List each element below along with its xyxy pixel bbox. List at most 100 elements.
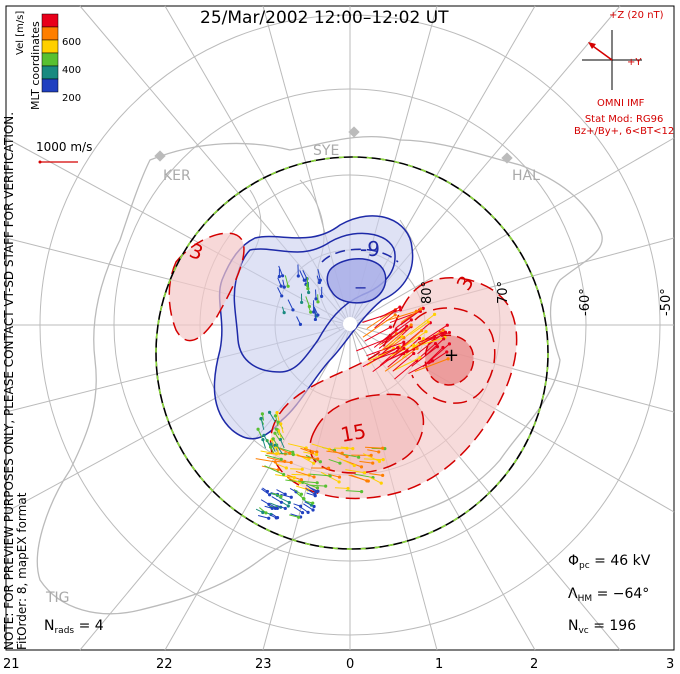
velocity-vector [372, 348, 405, 373]
side-note-line2: FitOrder: 8, mapEX format [15, 492, 29, 650]
velocity-vector [293, 506, 303, 514]
velocity-vector-origin [265, 489, 270, 494]
velocity-vector [369, 476, 382, 484]
velocity-vector [265, 454, 282, 460]
side-note: NOTE: FOR PREVIEW PURPOSES ONLY, PLEASE … [2, 112, 29, 650]
colorbar-unit: Vel [m/s] [15, 10, 26, 55]
nrads-stat: Nrads = 4 [44, 618, 104, 636]
velocity-vector-origin [424, 330, 428, 334]
min-symbol: − [354, 278, 367, 297]
velocity-vector-origin [447, 342, 452, 346]
velocity-vector-origin [388, 325, 393, 329]
velocity-vector-origin [398, 305, 402, 309]
velocity-vector-origin [405, 324, 409, 328]
velocity-vector-origin [318, 278, 322, 282]
velocity-vector-origin [275, 410, 279, 415]
velocity-vector [309, 484, 326, 487]
velocity-vector [306, 277, 309, 289]
velocity-vector [284, 275, 289, 287]
velocity-vector-origin [302, 278, 306, 282]
velocity-vector-origin [381, 446, 385, 450]
colorbar-tick-400: 400 [62, 65, 82, 76]
mlt-label-2: 2 [530, 657, 539, 672]
velocity-vector [303, 451, 317, 456]
velocity-vector-origin [261, 510, 265, 515]
velocity-vector-origin [311, 310, 316, 314]
velocity-vector [423, 343, 450, 367]
velocity-vector-origin [292, 476, 296, 480]
velocity-vector [408, 360, 433, 375]
velocity-vector-origin [273, 414, 278, 418]
velocity-vector [345, 490, 362, 493]
velocity-vector-origin [315, 486, 320, 490]
velocity-vector-origin [274, 427, 278, 431]
imf-y-label: +Y [627, 57, 642, 68]
velocity-vector [275, 415, 279, 427]
velocity-vector [309, 473, 331, 477]
velocity-vector [363, 458, 384, 461]
velocity-vector [392, 330, 423, 357]
velocity-vector [386, 310, 417, 322]
velocity-vector-origin [306, 287, 310, 291]
velocity-vector [317, 269, 321, 281]
velocity-vector [329, 448, 348, 458]
velocity-vector [287, 443, 307, 449]
velocity-vector [392, 357, 421, 372]
velocity-vector [365, 446, 383, 449]
velocity-vector [264, 465, 284, 475]
velocity-vector [311, 443, 330, 450]
velocity-vector [287, 477, 300, 483]
velocity-vector [378, 325, 408, 349]
station-tig: TIG [46, 590, 70, 606]
velocity-vector-origin [282, 285, 286, 289]
station-markers [154, 126, 513, 164]
velocity-vector [334, 487, 349, 489]
velocity-vector [350, 474, 368, 482]
mlt-label-23: 23 [255, 657, 272, 672]
pole-marker [343, 317, 357, 331]
velocity-vector-origin [412, 351, 416, 356]
velocity-vector-origin [277, 274, 281, 279]
velocity-vector-origin [284, 466, 288, 470]
velocity-vector-origin [441, 328, 445, 332]
velocity-vector-origin [409, 323, 413, 327]
negative-cell-inner [233, 232, 396, 373]
velocity-vector [261, 488, 270, 496]
velocity-vector-origin [337, 475, 342, 479]
velocity-vector-origin [345, 454, 349, 459]
stat-model-line1: Stat Mod: RG96 [584, 114, 664, 125]
velocity-vector-origin [289, 460, 293, 465]
velocity-vector [405, 313, 435, 337]
velocity-vector [303, 503, 314, 511]
velocity-vector-origin [379, 481, 383, 485]
velocity-vector-origin [447, 330, 452, 335]
velocity-vector [374, 310, 396, 329]
velocity-vector-origin [327, 447, 332, 451]
velocity-vector-origin [314, 297, 318, 301]
coordinate-system: MLT coordinates [29, 21, 42, 110]
positive-cell-ring [411, 307, 496, 404]
velocity-vector-origin [309, 310, 313, 314]
station-hal: HAL [512, 168, 540, 184]
velocity-vector-origin [446, 357, 450, 361]
velocity-vector-origin [259, 416, 263, 421]
velocity-vector [425, 338, 444, 356]
velocity-vector-origin [324, 484, 328, 488]
velocity-vector-origin [300, 511, 305, 515]
velocity-vector-origin [311, 508, 315, 512]
velocity-vector-origin [296, 274, 300, 278]
colorbar-tick-200: 200 [62, 93, 82, 104]
velocity-vector-origin [312, 475, 316, 479]
phipc-stat: Φpc = 46 kV [568, 553, 651, 571]
velocity-vector-origin [433, 341, 438, 346]
velocity-vector [366, 309, 396, 330]
velocity-vector-origin [316, 457, 320, 461]
velocity-vector-origin [419, 307, 423, 311]
velocity-vector-origin [432, 312, 437, 316]
velocity-vector [287, 299, 294, 311]
velocity-vector [290, 468, 303, 470]
velocity-vector-origin [369, 453, 373, 457]
mlt-label-3: 3 [666, 657, 675, 672]
velocity-vector [297, 455, 318, 460]
